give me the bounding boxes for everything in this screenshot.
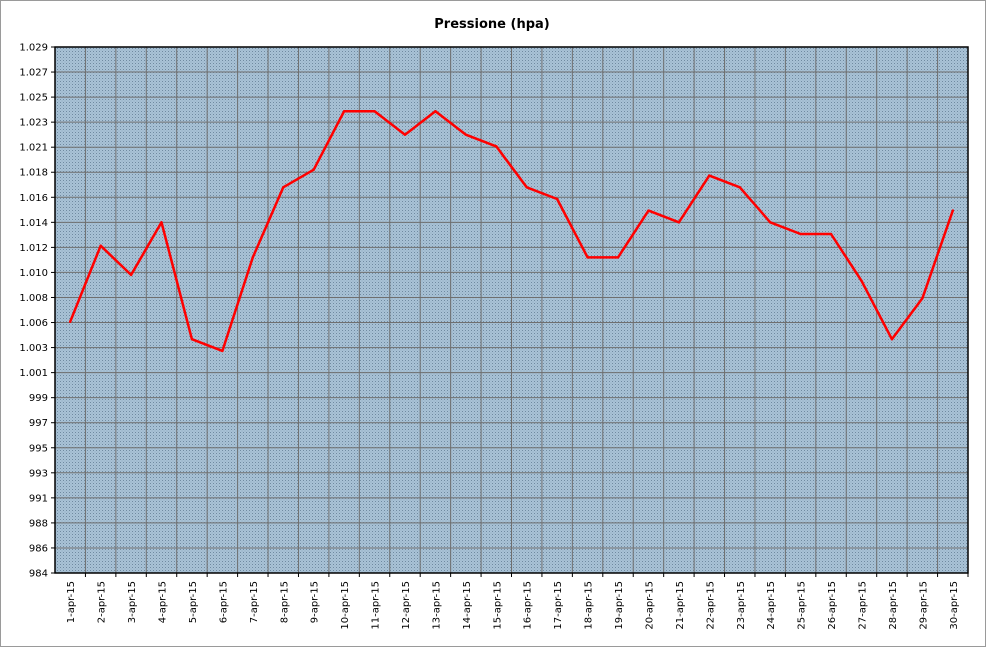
x-tick-label: 10-apr-15 xyxy=(340,581,351,630)
data-point xyxy=(616,256,620,259)
x-tick-label: 29-apr-15 xyxy=(918,581,929,630)
y-tick-label: 1.008 xyxy=(19,293,48,304)
data-point xyxy=(160,221,163,224)
data-point xyxy=(221,349,224,353)
y-tick-label: 1.016 xyxy=(19,193,48,204)
x-tick-label: 21-apr-15 xyxy=(675,581,686,630)
data-point xyxy=(373,110,376,113)
data-point xyxy=(99,244,102,247)
x-tick-label: 7-apr-15 xyxy=(249,581,260,623)
data-point xyxy=(829,232,833,236)
data-point xyxy=(555,197,559,201)
y-tick-label: 995 xyxy=(29,443,48,454)
x-tick-label: 30-apr-15 xyxy=(949,581,960,630)
data-point xyxy=(525,186,528,189)
data-point xyxy=(921,297,924,300)
x-axis-ticks: 1-apr-15 2-apr-15 3-apr-15 4-apr-15 5-apr-15… xyxy=(66,573,969,630)
x-tick-label: 26-apr-15 xyxy=(827,581,838,630)
y-tick-label: 1.010 xyxy=(19,268,48,279)
x-tick-label: 5-apr-15 xyxy=(188,581,199,623)
x-tick-label: 17-apr-15 xyxy=(553,581,564,630)
y-tick-label: 986 xyxy=(29,543,48,554)
data-point xyxy=(464,133,468,136)
data-point xyxy=(586,256,589,259)
y-tick-label: 1.029 xyxy=(19,43,48,54)
y-tick-label: 997 xyxy=(29,418,48,429)
data-point xyxy=(434,110,437,113)
y-tick-label: 1.001 xyxy=(19,368,48,379)
y-tick-label: 1.025 xyxy=(19,93,48,104)
data-point xyxy=(342,110,346,113)
y-tick-label: 1.014 xyxy=(19,218,48,229)
data-point xyxy=(129,273,133,277)
y-axis-ticks: 984 986 988 991 993 995 997 999 1.001 1.003 1.006 1… xyxy=(19,43,55,580)
x-tick-label: 20-apr-15 xyxy=(644,581,655,630)
x-tick-label: 13-apr-15 xyxy=(431,581,442,630)
y-tick-label: 999 xyxy=(29,393,48,404)
x-tick-label: 23-apr-15 xyxy=(736,581,747,630)
data-point xyxy=(708,174,711,177)
data-point xyxy=(647,209,650,212)
x-tick-label: 22-apr-15 xyxy=(705,581,716,630)
data-point xyxy=(951,209,954,212)
x-tick-label: 19-apr-15 xyxy=(614,581,625,630)
y-tick-label: 1.018 xyxy=(19,168,48,179)
y-tick-label: 984 xyxy=(29,569,48,580)
data-point xyxy=(677,221,681,224)
x-tick-label: 27-apr-15 xyxy=(857,581,868,630)
y-tick-label: 1.012 xyxy=(19,243,48,254)
x-tick-label: 25-apr-15 xyxy=(797,581,808,630)
y-tick-label: 1.023 xyxy=(19,118,48,129)
y-tick-label: 1.021 xyxy=(19,143,48,154)
data-point xyxy=(799,232,802,236)
x-tick-label: 12-apr-15 xyxy=(401,581,412,630)
x-tick-label: 3-apr-15 xyxy=(127,581,138,623)
data-point xyxy=(495,145,498,148)
x-tick-label: 1-apr-15 xyxy=(66,581,77,623)
x-tick-label: 4-apr-15 xyxy=(158,581,169,623)
x-tick-label: 14-apr-15 xyxy=(462,581,473,630)
x-tick-label: 15-apr-15 xyxy=(492,581,503,630)
y-tick-label: 991 xyxy=(29,493,48,504)
y-tick-label: 1.027 xyxy=(19,68,48,79)
data-point xyxy=(860,279,863,282)
x-tick-label: 28-apr-15 xyxy=(888,581,899,630)
data-point xyxy=(312,168,315,171)
gridlines xyxy=(55,46,968,574)
data-point xyxy=(282,186,285,189)
data-point xyxy=(738,186,741,189)
chart-title: Pressione (hpa) xyxy=(434,17,549,32)
data-point xyxy=(403,133,407,136)
y-tick-label: 1.003 xyxy=(19,343,48,354)
y-tick-label: 993 xyxy=(29,468,48,479)
x-tick-label: 16-apr-15 xyxy=(523,581,534,630)
x-tick-label: 9-apr-15 xyxy=(310,581,321,623)
x-tick-label: 8-apr-15 xyxy=(279,581,290,623)
data-point xyxy=(69,320,72,323)
data-point xyxy=(251,256,255,259)
data-point xyxy=(890,338,894,341)
data-point xyxy=(768,221,772,224)
x-tick-label: 24-apr-15 xyxy=(766,581,777,630)
y-tick-label: 988 xyxy=(29,518,48,529)
x-tick-label: 6-apr-15 xyxy=(218,581,229,623)
x-tick-label: 11-apr-15 xyxy=(371,581,382,630)
x-tick-label: 2-apr-15 xyxy=(97,581,108,623)
series-line xyxy=(68,110,955,353)
y-tick-label: 1.006 xyxy=(19,318,48,329)
x-tick-label: 18-apr-15 xyxy=(584,581,595,630)
data-point xyxy=(190,338,194,341)
series-layer xyxy=(68,110,955,353)
